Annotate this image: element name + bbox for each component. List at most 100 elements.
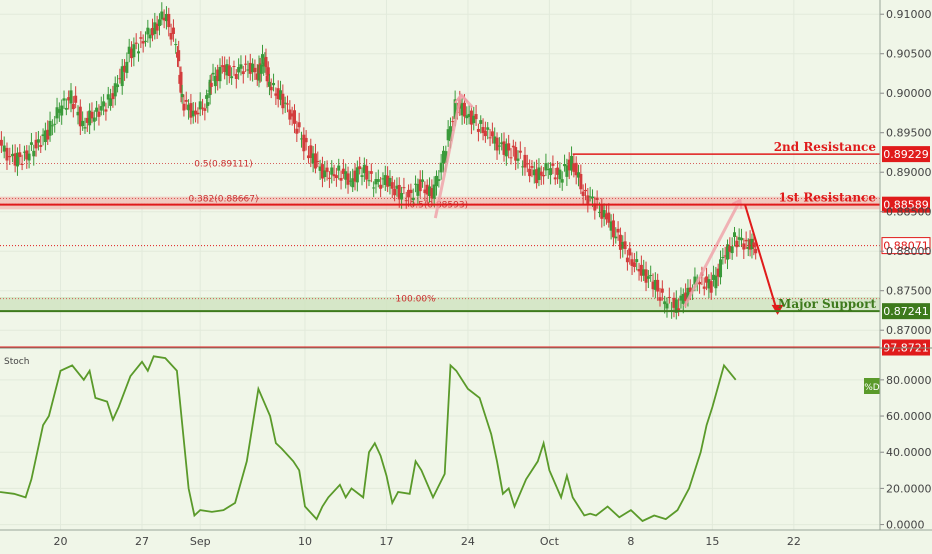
level-price-tag-text-2: 0.87241: [883, 305, 929, 318]
candle-body-34: [81, 121, 84, 126]
candle-body-80: [182, 104, 185, 111]
candle-body-291: [656, 280, 659, 292]
candle-body-130: [281, 94, 284, 108]
candle-body-72: [170, 33, 173, 40]
candle-body-222: [496, 138, 499, 151]
candle-body-7: [18, 152, 21, 157]
candle-body-219: [489, 137, 492, 138]
candle-body-104: [232, 66, 235, 67]
candle-body-42: [100, 106, 103, 111]
candle-body-3: [8, 156, 11, 157]
candle-body-29: [70, 90, 73, 103]
candle-body-198: [440, 163, 443, 173]
candle-body-57: [135, 43, 138, 44]
candle-body-132: [286, 104, 289, 105]
fib-label-0: 0.5(0.89111): [194, 159, 253, 169]
candle-body-103: [230, 76, 233, 78]
candle-body-98: [219, 67, 222, 81]
candle-body-259: [582, 192, 585, 196]
candle-body-162: [356, 167, 359, 182]
candle-body-324: [733, 232, 736, 237]
candle-body-260: [584, 190, 587, 191]
candle-body-113: [253, 68, 256, 72]
fib-label-1: 0.382(0.88667): [188, 195, 258, 205]
candle-body-137: [298, 122, 301, 127]
candle-body-190: [421, 179, 424, 181]
candle-body-237: [530, 166, 533, 168]
indicator-tick-label-2: 40.0000: [886, 446, 932, 459]
candle-body-281: [633, 262, 636, 267]
level-label-0: 2nd Resistance: [774, 140, 877, 154]
candle-body-247: [554, 177, 557, 179]
x-tick-label-0: 20: [54, 535, 68, 548]
candle-body-231: [516, 159, 519, 161]
candle-body-16: [39, 145, 42, 147]
x-tick-label-8: 15: [705, 535, 719, 548]
candle-body-300: [677, 308, 680, 310]
candle-body-15: [37, 139, 40, 142]
price-tick-label-2: 0.88000: [886, 245, 932, 258]
candle-body-314: [710, 281, 713, 293]
candle-body-177: [391, 182, 394, 189]
candle-body-287: [647, 276, 650, 279]
candle-body-328: [742, 243, 745, 249]
candle-body-292: [659, 297, 662, 300]
candle-body-67: [158, 19, 161, 26]
candle-body-12: [30, 142, 33, 145]
candle-body-167: [367, 180, 370, 181]
candle-body-168: [370, 171, 373, 174]
candle-body-218: [486, 127, 489, 129]
candle-body-94: [210, 83, 213, 87]
candle-body-102: [228, 65, 231, 76]
candle-body-217: [484, 131, 487, 136]
candle-body-145: [316, 161, 319, 162]
x-tick-label-4: 17: [379, 535, 393, 548]
candle-body-95: [212, 73, 215, 75]
candle-body-234: [523, 155, 526, 168]
price-tick-label-3: 0.88500: [886, 206, 932, 219]
fib-label-3: 100.00%: [396, 295, 436, 305]
price-tick-label-6: 0.90000: [886, 87, 932, 100]
support-zone: [0, 297, 880, 311]
candle-body-26: [63, 98, 66, 100]
candle-body-74: [174, 44, 177, 45]
candle-body-327: [740, 238, 743, 240]
candle-body-227: [507, 143, 510, 150]
candle-body-274: [617, 229, 620, 233]
candle-body-235: [526, 163, 529, 164]
candle-body-27: [65, 108, 68, 110]
price-tick-label-4: 0.89000: [886, 166, 932, 179]
x-tick-label-5: 24: [461, 535, 475, 548]
candle-body-250: [561, 179, 564, 182]
candle-body-35: [83, 127, 86, 128]
candle-body-213: [475, 114, 478, 119]
candle-body-86: [196, 113, 199, 114]
candle-body-49: [116, 84, 119, 87]
candle-body-220: [491, 131, 494, 136]
candle-body-323: [731, 246, 734, 253]
indicator-tick-label-3: 60.0000: [886, 410, 932, 423]
candle-body-295: [665, 303, 668, 308]
candle-body-135: [293, 110, 296, 124]
candle-body-105: [235, 74, 238, 79]
candle-body-43: [102, 101, 105, 106]
candle-body-208: [463, 103, 466, 117]
candle-body-154: [337, 166, 340, 171]
candle-body-38: [90, 112, 93, 119]
candle-body-181: [400, 193, 403, 199]
x-tick-label-7: 8: [627, 535, 634, 548]
candle-body-182: [402, 187, 405, 188]
candle-body-242: [542, 175, 545, 176]
candle-body-46: [109, 98, 112, 106]
candle-body-166: [365, 166, 368, 180]
candle-body-139: [302, 135, 305, 152]
candle-body-273: [614, 237, 617, 239]
candle-body-197: [437, 179, 440, 181]
candle-body-4: [11, 154, 14, 156]
candle-body-31: [74, 96, 77, 103]
candle-body-278: [626, 258, 629, 263]
candle-body-228: [510, 157, 513, 158]
candle-body-108: [242, 71, 245, 74]
